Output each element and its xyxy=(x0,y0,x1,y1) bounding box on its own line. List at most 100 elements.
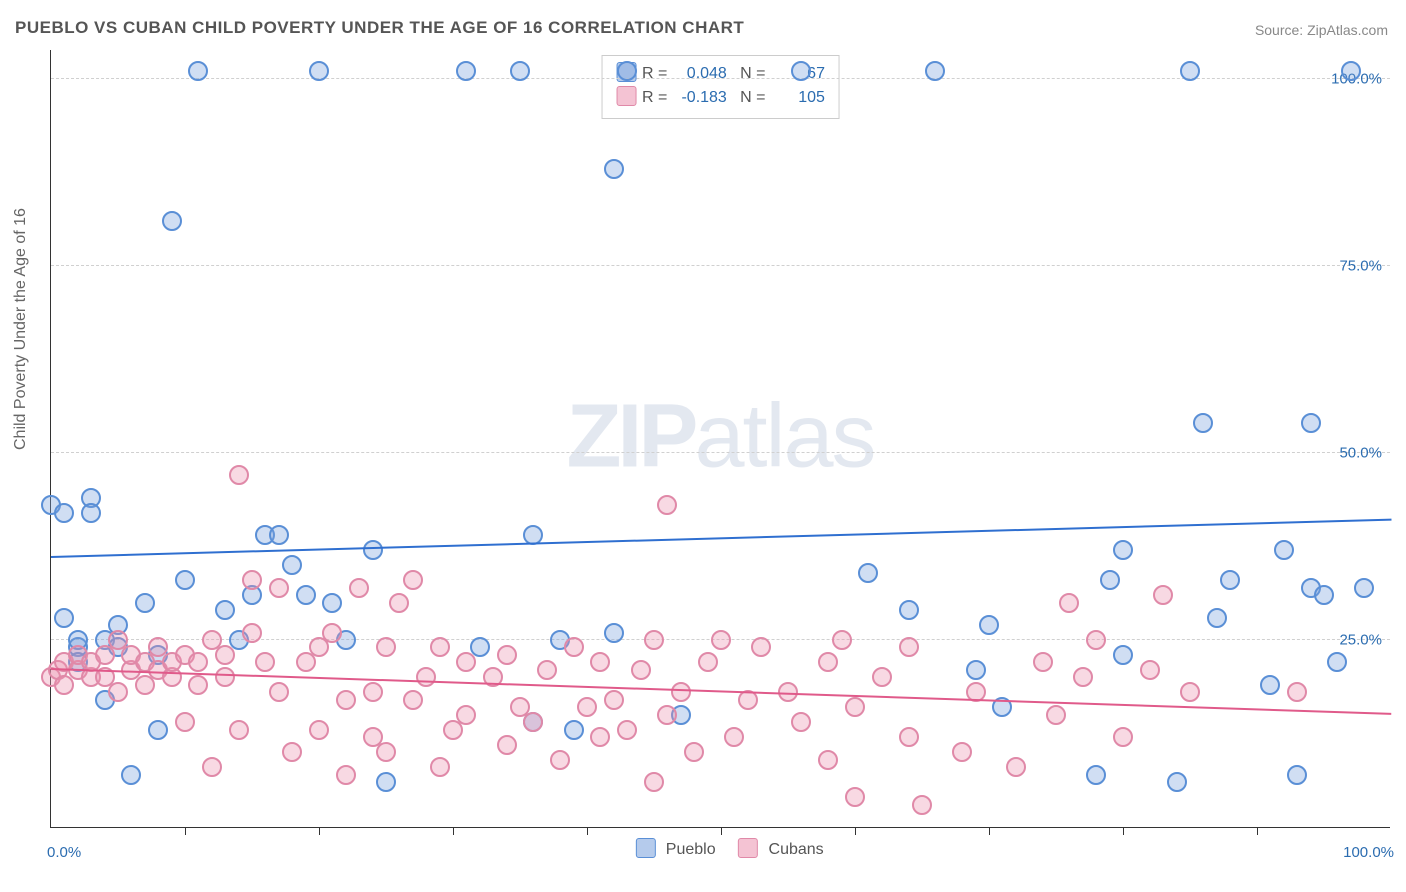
data-point xyxy=(188,675,208,695)
data-point xyxy=(791,61,811,81)
data-point xyxy=(336,690,356,710)
data-point xyxy=(1327,652,1347,672)
data-point xyxy=(1193,413,1213,433)
chart-title: PUEBLO VS CUBAN CHILD POVERTY UNDER THE … xyxy=(15,18,744,38)
legend-swatch xyxy=(635,838,655,858)
data-point xyxy=(899,600,919,620)
y-tick-label: 25.0% xyxy=(1339,631,1382,648)
data-point xyxy=(1274,540,1294,560)
data-point xyxy=(1287,682,1307,702)
watermark-rest: atlas xyxy=(694,386,874,486)
data-point xyxy=(550,750,570,770)
data-point xyxy=(81,503,101,523)
data-point xyxy=(1167,772,1187,792)
data-point xyxy=(269,578,289,598)
data-point xyxy=(1180,61,1200,81)
data-point xyxy=(523,712,543,732)
data-point xyxy=(1260,675,1280,695)
data-point xyxy=(202,757,222,777)
data-point xyxy=(1059,593,1079,613)
gridline xyxy=(51,452,1390,453)
data-point xyxy=(108,682,128,702)
data-point xyxy=(416,667,436,687)
data-point xyxy=(269,525,289,545)
data-point xyxy=(336,765,356,785)
source-link[interactable]: ZipAtlas.com xyxy=(1307,22,1388,38)
data-point xyxy=(711,630,731,650)
data-point xyxy=(832,630,852,650)
data-point xyxy=(845,697,865,717)
data-point xyxy=(322,623,342,643)
data-point xyxy=(54,503,74,523)
data-point xyxy=(162,211,182,231)
x-tick xyxy=(721,827,722,835)
data-point xyxy=(617,61,637,81)
data-point xyxy=(604,623,624,643)
data-point xyxy=(657,705,677,725)
data-point xyxy=(1033,652,1053,672)
data-point xyxy=(631,660,651,680)
n-label: N = xyxy=(727,89,770,106)
data-point xyxy=(215,645,235,665)
data-point xyxy=(1100,570,1120,590)
data-point xyxy=(1354,578,1374,598)
gridline xyxy=(51,265,1390,266)
x-tick xyxy=(319,827,320,835)
data-point xyxy=(858,563,878,583)
y-tick-label: 50.0% xyxy=(1339,444,1382,461)
data-point xyxy=(537,660,557,680)
data-point xyxy=(456,705,476,725)
data-point xyxy=(952,742,972,762)
data-point xyxy=(175,712,195,732)
data-point xyxy=(497,645,517,665)
data-point xyxy=(966,660,986,680)
data-point xyxy=(229,720,249,740)
r-label: R = xyxy=(642,89,672,106)
source-attribution: Source: ZipAtlas.com xyxy=(1255,22,1388,38)
legend-row: R = -0.183 N = 105 xyxy=(616,86,825,110)
data-point xyxy=(1006,757,1026,777)
data-point xyxy=(724,727,744,747)
data-point xyxy=(564,637,584,657)
regression-line xyxy=(51,518,1391,557)
data-point xyxy=(644,630,664,650)
data-point xyxy=(188,61,208,81)
data-point xyxy=(269,682,289,702)
data-point xyxy=(497,735,517,755)
data-point xyxy=(363,540,383,560)
data-point xyxy=(403,690,423,710)
scatter-plot-area: ZIPatlas R = 0.048 N = 67R = -0.183 N = … xyxy=(50,50,1390,828)
data-point xyxy=(1113,727,1133,747)
data-point xyxy=(282,742,302,762)
n-value: 105 xyxy=(770,86,825,110)
data-point xyxy=(899,637,919,657)
data-point xyxy=(604,690,624,710)
legend-swatch xyxy=(616,86,636,106)
data-point xyxy=(1086,765,1106,785)
data-point xyxy=(657,495,677,515)
data-point xyxy=(818,750,838,770)
data-point xyxy=(1220,570,1240,590)
data-point xyxy=(376,772,396,792)
data-point xyxy=(148,720,168,740)
data-point xyxy=(175,570,195,590)
x-tick xyxy=(587,827,588,835)
data-point xyxy=(135,593,155,613)
r-value: 0.048 xyxy=(672,62,727,86)
watermark-bold: ZIP xyxy=(566,386,694,486)
data-point xyxy=(363,682,383,702)
data-point xyxy=(430,637,450,657)
r-value: -0.183 xyxy=(672,86,727,110)
data-point xyxy=(845,787,865,807)
data-point xyxy=(229,465,249,485)
data-point xyxy=(242,570,262,590)
data-point xyxy=(872,667,892,687)
data-point xyxy=(617,720,637,740)
legend-label: Cubans xyxy=(764,841,824,858)
data-point xyxy=(590,727,610,747)
x-tick xyxy=(1123,827,1124,835)
data-point xyxy=(242,623,262,643)
data-point xyxy=(456,61,476,81)
data-point xyxy=(309,61,329,81)
n-label: N = xyxy=(727,65,770,82)
